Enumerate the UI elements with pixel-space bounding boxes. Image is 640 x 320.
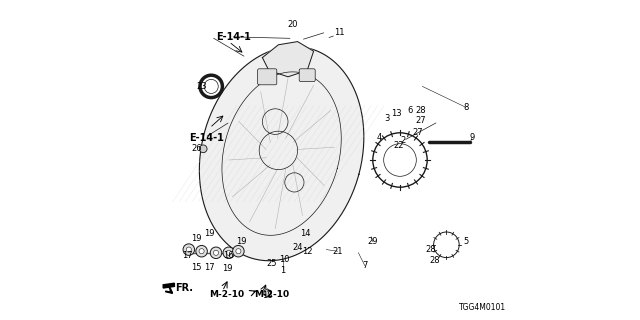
Text: 19: 19: [236, 237, 247, 246]
Text: 13: 13: [392, 109, 402, 118]
Text: FR.: FR.: [175, 283, 193, 293]
Circle shape: [199, 249, 204, 254]
Text: 19: 19: [204, 229, 215, 238]
Text: 1: 1: [280, 266, 286, 275]
Text: 26: 26: [191, 144, 202, 153]
Polygon shape: [264, 289, 271, 297]
Text: E-14-1: E-14-1: [189, 132, 223, 143]
Text: 27: 27: [412, 128, 423, 137]
Circle shape: [214, 250, 219, 255]
Circle shape: [210, 247, 222, 259]
Text: 24: 24: [292, 244, 303, 252]
Text: 29: 29: [367, 237, 378, 246]
Polygon shape: [262, 42, 314, 77]
Text: 7: 7: [362, 261, 367, 270]
Circle shape: [200, 145, 207, 153]
Text: M-2-10: M-2-10: [210, 290, 244, 299]
Circle shape: [183, 244, 195, 255]
Text: 8: 8: [463, 103, 468, 112]
Text: 14: 14: [300, 229, 311, 238]
Text: 2: 2: [401, 136, 406, 145]
Text: 3: 3: [385, 114, 390, 123]
Circle shape: [236, 249, 241, 254]
Text: M-2-10: M-2-10: [254, 290, 289, 299]
Text: 11: 11: [334, 28, 344, 36]
Text: 19: 19: [222, 264, 232, 273]
Text: 28: 28: [425, 245, 436, 254]
Text: 21: 21: [332, 247, 343, 256]
Text: 15: 15: [191, 263, 202, 272]
Text: 19: 19: [191, 234, 202, 243]
Circle shape: [223, 247, 235, 259]
Text: 22: 22: [393, 141, 404, 150]
Text: 28: 28: [415, 106, 426, 115]
Text: 4: 4: [376, 133, 382, 142]
Text: 27: 27: [415, 116, 426, 124]
Text: 28: 28: [430, 256, 440, 265]
FancyBboxPatch shape: [300, 69, 315, 82]
FancyBboxPatch shape: [258, 69, 277, 85]
Text: 20: 20: [287, 20, 298, 28]
Text: 18: 18: [262, 292, 273, 300]
Text: 23: 23: [196, 82, 207, 91]
Text: 25: 25: [267, 260, 277, 268]
Text: 9: 9: [469, 133, 475, 142]
Text: TGG4M0101: TGG4M0101: [460, 303, 506, 312]
Text: 16: 16: [223, 252, 234, 260]
Circle shape: [196, 245, 207, 257]
Text: 17: 17: [182, 252, 193, 260]
Polygon shape: [163, 283, 174, 288]
Text: 6: 6: [407, 106, 412, 115]
Polygon shape: [199, 46, 364, 261]
Text: 5: 5: [463, 237, 468, 246]
Circle shape: [227, 250, 232, 255]
Circle shape: [186, 247, 191, 252]
Text: 10: 10: [280, 255, 290, 264]
Text: 12: 12: [302, 247, 312, 256]
Text: E-14-1: E-14-1: [216, 32, 251, 42]
Circle shape: [233, 245, 244, 257]
Text: 17: 17: [204, 263, 215, 272]
